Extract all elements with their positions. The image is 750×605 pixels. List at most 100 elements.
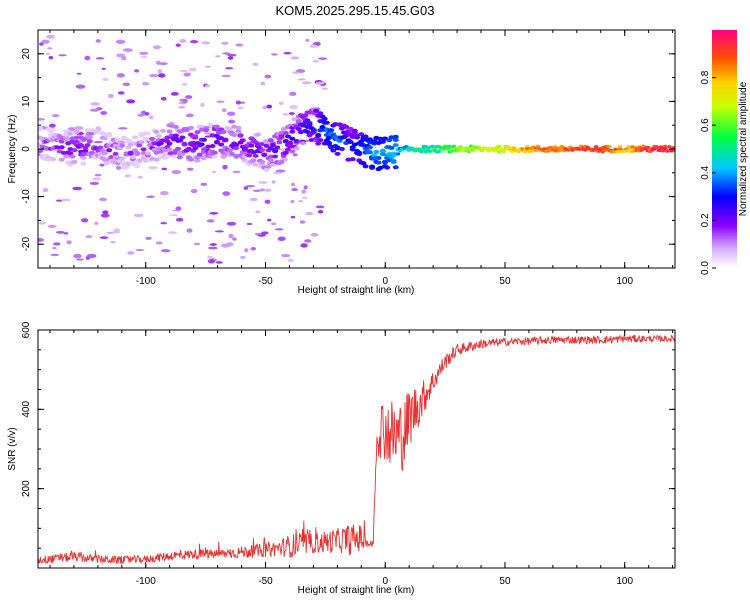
- spectrogram-ylabel: Frequency (Hz): [7, 115, 18, 184]
- spectrogram-cell: [602, 148, 608, 153]
- spectrogram-cell: [66, 240, 72, 245]
- spectrogram-cell: [51, 114, 60, 118]
- spectrogram-cell: [136, 143, 143, 148]
- spectrogram-cell: [305, 38, 310, 42]
- spectrogram-cell: [310, 129, 317, 134]
- spectrogram-cell: [232, 170, 241, 174]
- spectrogram-cell: [267, 146, 274, 151]
- spectrogram-cell: [164, 154, 171, 159]
- spectrogram-cell: [662, 146, 668, 151]
- spectrogram-cell: [92, 177, 102, 181]
- spectrogram-cell: [283, 51, 292, 55]
- spectrogram-cell: [73, 253, 82, 259]
- spectrogram-cell: [349, 157, 356, 162]
- spectrogram-cell: [289, 104, 298, 110]
- spectrogram-cell: [179, 135, 186, 140]
- spectrogram-cell: [101, 157, 108, 162]
- spectrogram-cell: [100, 111, 108, 115]
- spectrogram-cell: [275, 169, 286, 173]
- spectrogram-cell: [140, 151, 147, 156]
- spectrogram-cell: [278, 135, 285, 140]
- spectrogram-cell: [50, 253, 60, 257]
- spectrogram-cell: [47, 47, 53, 50]
- y-tick-label: 0: [21, 146, 32, 152]
- spectrogram-cell: [166, 129, 173, 134]
- spectrogram-cell: [237, 107, 244, 110]
- spectrogram-cell: [259, 188, 266, 192]
- spectrogram-cell: [192, 134, 199, 139]
- spectrogram-cell: [395, 152, 401, 156]
- colorbar-label: Normalized spectral amplitude: [738, 81, 749, 216]
- spectrogram-cell: [250, 246, 257, 251]
- snr-xlabel: Height of straight line (km): [298, 585, 415, 596]
- spectrogram-cell: [276, 140, 283, 145]
- spectrogram-cell: [99, 163, 105, 167]
- spectrogram-cell: [89, 108, 100, 112]
- spectrogram-cell: [338, 147, 345, 152]
- spectrogram-cell: [169, 214, 178, 217]
- spectrogram-cell: [262, 105, 267, 110]
- spectrogram-cell: [301, 81, 312, 85]
- spectrogram-cell: [274, 228, 284, 231]
- spectrogram-cell: [140, 147, 147, 152]
- spectrogram-cell: [222, 52, 231, 55]
- spectrogram-cell: [42, 187, 49, 193]
- spectrogram-cell: [78, 143, 85, 148]
- spectrogram-cell: [213, 140, 220, 145]
- spectrogram-cell: [207, 259, 216, 264]
- spectrogram-cell: [295, 119, 302, 124]
- spectrogram-cell: [271, 53, 278, 56]
- spectrogram-cell: [384, 165, 391, 170]
- spectrogram-cell: [208, 246, 218, 250]
- spectrogram-cell: [299, 220, 306, 224]
- spectrogram-cell: [313, 138, 320, 143]
- spectrogram-cell: [525, 144, 530, 148]
- spectrogram-cell: [228, 119, 236, 124]
- spectrogram-cell: [200, 137, 207, 142]
- spectrogram-cell: [185, 146, 192, 151]
- spectrogram-cell: [58, 157, 65, 162]
- spectrogram-cell: [48, 55, 54, 60]
- spectrogram-cell: [179, 69, 189, 73]
- spectrogram-cell: [53, 242, 61, 246]
- spectrogram-cell: [287, 258, 294, 263]
- spectrogram-cells: [38, 34, 675, 264]
- spectrogram-cell: [249, 197, 258, 202]
- spectrogram-cell: [135, 249, 145, 252]
- spectrogram-cell: [194, 130, 201, 135]
- spectrogram-cell: [615, 149, 620, 154]
- spectrogram-cell: [134, 69, 140, 73]
- spectrogram-cell: [617, 145, 623, 149]
- spectrogram-cell: [436, 150, 442, 154]
- spectrogram-cell: [267, 154, 274, 159]
- spectrogram-cell: [45, 52, 51, 56]
- spectrogram-cell: [309, 44, 318, 48]
- spectrogram-cell: [67, 151, 74, 156]
- spectrogram-cell: [119, 157, 126, 162]
- spectrogram-cell: [175, 43, 181, 47]
- spectrogram-cell: [99, 197, 107, 202]
- spectrogram-cell: [285, 134, 292, 139]
- spectrogram-cell: [172, 124, 179, 129]
- spectrogram-cell: [373, 149, 380, 154]
- spectrogram-cell: [99, 236, 109, 240]
- spectrogram-cell: [101, 136, 108, 141]
- x-tick-label: -50: [258, 276, 273, 287]
- spectrogram-cell: [358, 132, 365, 137]
- spectrogram-cell: [89, 181, 100, 185]
- spectrogram-cell: [295, 126, 302, 131]
- spectrogram-cell: [277, 236, 286, 241]
- spectrogram-cell: [188, 157, 195, 162]
- spectrogram-cell: [38, 126, 44, 131]
- spectrogram-cell: [525, 146, 530, 151]
- spectrogram-cell: [606, 144, 612, 149]
- figure-title: KOM5.2025.295.15.45.G03: [275, 3, 434, 18]
- spectrogram-cell: [317, 111, 324, 116]
- spectrogram-cell: [102, 210, 109, 214]
- spectrogram-cell: [65, 141, 72, 146]
- x-tick-label: -50: [258, 576, 273, 587]
- spectrogram-cell: [144, 151, 151, 156]
- spectrogram-cell: [137, 113, 145, 117]
- spectrogram-cell: [375, 160, 382, 165]
- spectrogram-cell: [246, 153, 253, 158]
